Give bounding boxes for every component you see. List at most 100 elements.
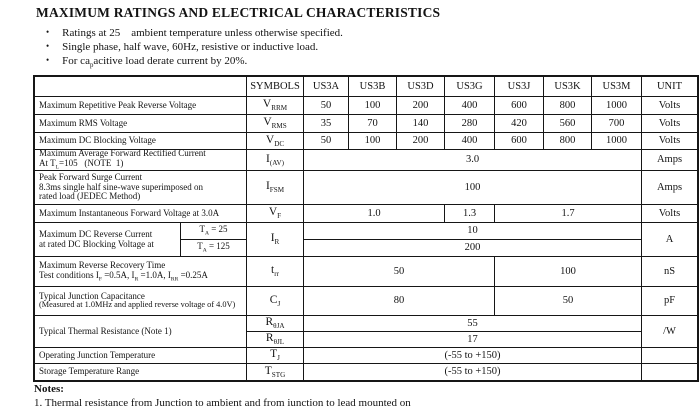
list-item: • Single phase, half wave, 60Hz, resisti…: [46, 40, 343, 54]
symbol-cell: RθJA: [247, 316, 304, 332]
value-cell: 140: [397, 115, 445, 133]
header-param: [35, 77, 247, 97]
symbol-cell: VDC: [247, 133, 304, 150]
value-cell: (-55 to +150): [304, 348, 642, 364]
value-cell: 10: [304, 223, 642, 240]
unit-cell: [642, 348, 697, 364]
column-header: US3A: [304, 77, 349, 97]
value-cell: 400: [445, 133, 495, 150]
symbol-cell: VF: [247, 205, 304, 223]
value-cell: 100: [304, 171, 642, 205]
symbol-cell: TJ: [247, 348, 304, 364]
symbol-cell: VRMS: [247, 115, 304, 133]
symbol-cell: IFSM: [247, 171, 304, 205]
value-cell: 600: [495, 97, 544, 115]
symbol-cell: TSTG: [247, 364, 304, 380]
value-cell: 100: [349, 133, 397, 150]
notes-label: Notes:: [34, 383, 64, 395]
symbol-cell: RθJL: [247, 332, 304, 348]
notes-section: Notes: 1. Thermal resistance from Juncti…: [34, 383, 411, 410]
param-cell: Maximum Average Forward Rectified Curren…: [35, 150, 247, 171]
unit-cell: A: [642, 223, 697, 257]
param-cell: Typical Junction Capacitance (Measured a…: [35, 287, 247, 316]
header-unit: UNIT: [642, 77, 697, 97]
value-cell: 560: [544, 115, 592, 133]
value-cell: 600: [495, 133, 544, 150]
column-header: US3J: [495, 77, 544, 97]
symbol-cell: VRRM: [247, 97, 304, 115]
ratings-table: SYMBOLS US3A US3B US3D US3G US3J US3K US…: [33, 75, 699, 382]
param-cell: Maximum Reverse Recovery Time Test condi…: [35, 257, 247, 287]
unit-cell: Volts: [642, 133, 697, 150]
value-cell: 1000: [592, 97, 642, 115]
value-cell: 700: [592, 115, 642, 133]
value-cell: 200: [397, 97, 445, 115]
value-cell: 50: [304, 257, 495, 287]
unit-cell: pF: [642, 287, 697, 316]
value-cell: 3.0: [304, 150, 642, 171]
bullet-icon: •: [46, 41, 50, 51]
value-cell: 200: [397, 133, 445, 150]
value-cell: 80: [304, 287, 495, 316]
symbol-cell: IR: [247, 223, 304, 257]
note-item: 1. Thermal resistance from Junction to a…: [34, 397, 411, 409]
unit-cell: Amps: [642, 171, 697, 205]
value-cell: 800: [544, 133, 592, 150]
symbol-cell: CJ: [247, 287, 304, 316]
value-cell: 55: [304, 316, 642, 332]
condition-cell: TA = 125: [181, 240, 247, 257]
list-item: • For capacitive load derate current by …: [46, 54, 343, 73]
value-cell: 400: [445, 97, 495, 115]
header-symbols: SYMBOLS: [247, 77, 304, 97]
param-cell: Maximum Instantaneous Forward Voltage at…: [35, 205, 247, 223]
bullet-text: For capacitive load derate current by 20…: [62, 55, 248, 70]
unit-cell: Volts: [642, 205, 697, 223]
value-cell: 50: [304, 133, 349, 150]
param-cell: Storage Temperature Range: [35, 364, 247, 380]
column-header: US3K: [544, 77, 592, 97]
value-cell: 100: [495, 257, 642, 287]
page-title: MAXIMUM RATINGS AND ELECTRICAL CHARACTER…: [36, 5, 441, 20]
condition-cell: TA = 25: [181, 223, 247, 240]
conditions-list: • Ratings at 25 ambient temperature unle…: [46, 26, 343, 73]
value-cell: 35: [304, 115, 349, 133]
value-cell: 1.0: [304, 205, 445, 223]
value-cell: 50: [495, 287, 642, 316]
unit-cell: Volts: [642, 115, 697, 133]
bullet-text: Single phase, half wave, 60Hz, resistive…: [62, 41, 319, 53]
param-cell: Maximum RMS Voltage: [35, 115, 247, 133]
param-cell: Operating Junction Temperature: [35, 348, 247, 364]
column-header: US3D: [397, 77, 445, 97]
param-cell: Maximum DC Reverse Current at rated DC B…: [35, 223, 181, 257]
value-cell: 280: [445, 115, 495, 133]
param-cell: Typical Thermal Resistance (Note 1): [35, 316, 247, 348]
column-header: US3B: [349, 77, 397, 97]
value-cell: 70: [349, 115, 397, 133]
unit-cell: Amps: [642, 150, 697, 171]
symbol-cell: trr: [247, 257, 304, 287]
unit-cell: /W: [642, 316, 697, 348]
value-cell: 1.7: [495, 205, 642, 223]
unit-cell: Volts: [642, 97, 697, 115]
value-cell: 1000: [592, 133, 642, 150]
value-cell: 17: [304, 332, 642, 348]
param-cell: Peak Forward Surge Current 8.3ms single …: [35, 171, 247, 205]
param-cell: Maximum DC Blocking Voltage: [35, 133, 247, 150]
bullet-icon: •: [46, 27, 50, 37]
unit-cell: [642, 364, 697, 380]
value-cell: 1.3: [445, 205, 495, 223]
list-item: • Ratings at 25 ambient temperature unle…: [46, 26, 343, 40]
value-cell: 50: [304, 97, 349, 115]
param-cell: Maximum Repetitive Peak Reverse Voltage: [35, 97, 247, 115]
bullet-icon: •: [46, 55, 50, 65]
value-cell: 100: [349, 97, 397, 115]
value-cell: 200: [304, 240, 642, 257]
column-header: US3M: [592, 77, 642, 97]
unit-cell: nS: [642, 257, 697, 287]
value-cell: 420: [495, 115, 544, 133]
bullet-text: Ratings at 25 ambient temperature unless…: [62, 27, 343, 39]
symbol-cell: I(AV): [247, 150, 304, 171]
value-cell: (-55 to +150): [304, 364, 642, 380]
value-cell: 800: [544, 97, 592, 115]
